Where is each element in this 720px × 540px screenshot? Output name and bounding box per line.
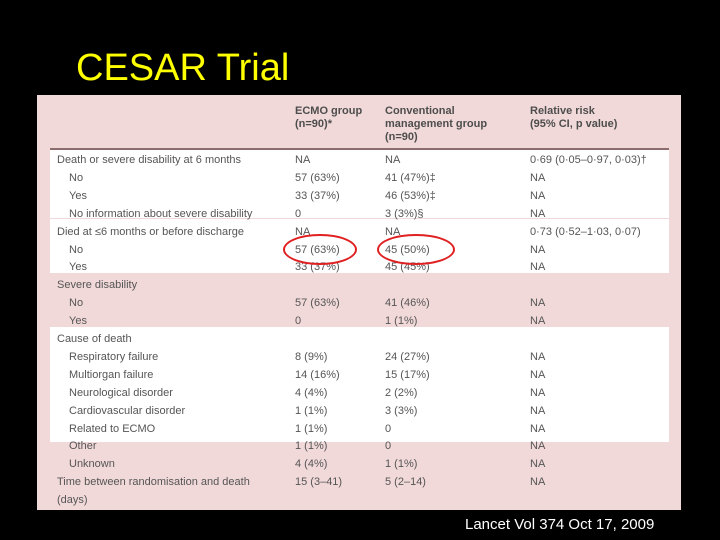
conventional-value: 1 (1%) (385, 315, 418, 328)
conventional-value: 2 (2%) (385, 386, 418, 399)
ecmo-value: 4 (4%) (295, 386, 328, 399)
row-label: (days) (57, 494, 88, 507)
table-row: Multiorgan failure 14 (16%) 15 (17%) NA (37, 366, 681, 384)
table-row: Related to ECMO 1 (1%) 0 NA (37, 420, 681, 438)
conventional-value: 15 (17%) (385, 368, 430, 381)
row-label: No (69, 297, 84, 310)
relative-risk-value: 0·69 (0·05–0·97, 0·03)† (530, 154, 647, 166)
relative-risk-value: NA (530, 207, 546, 220)
table-row: Respiratory failure 8 (9%) 24 (27%) NA (37, 348, 681, 366)
ecmo-value: 57 (63%) (295, 297, 340, 310)
header-rule (50, 148, 669, 150)
table-row: Yes 0 1 (1%) NA (37, 312, 681, 330)
conventional-value: 41 (46%) (385, 297, 430, 310)
ecmo-value: 8 (9%) (295, 350, 328, 363)
table-row: Neurological disorder 4 (4%) 2 (2%) NA (37, 384, 681, 402)
header-conventional-group: Conventional management group (n=90) (385, 105, 488, 143)
row-label: Time between randomisation and death (57, 476, 250, 489)
conventional-value: 1 (1%) (385, 458, 418, 471)
table-row: Cardiovascular disorder 1 (1%) 3 (3%) NA (37, 402, 681, 420)
relative-risk-value: 0·73 (0·52–1·03, 0·07) (530, 225, 641, 238)
row-label: Severe disability (57, 279, 138, 292)
relative-risk-value: NA (530, 315, 546, 328)
relative-risk-value: NA (530, 243, 546, 256)
ecmo-value: 1 (1%) (295, 422, 328, 435)
row-label: Yes (69, 261, 87, 274)
relative-risk-value: NA (530, 368, 546, 381)
row-label: Yes (69, 189, 87, 202)
relative-risk-value: NA (530, 386, 546, 399)
conventional-value: 24 (27%) (385, 350, 430, 363)
relative-risk-value: NA (530, 189, 546, 202)
conventional-value: NA (385, 225, 401, 238)
row-label: Yes (69, 315, 87, 328)
relative-risk-value: NA (530, 458, 546, 471)
relative-risk-value: NA (530, 422, 546, 435)
row-label: Related to ECMO (69, 422, 156, 435)
relative-risk-value: NA (530, 171, 546, 184)
conventional-value: 3 (3%)§ (385, 207, 424, 220)
row-label: No (69, 171, 84, 184)
ecmo-value: 0 (295, 315, 302, 328)
row-label: Cardiovascular disorder (69, 404, 186, 417)
table-stripe (50, 219, 669, 273)
row-label: No (69, 243, 84, 256)
highlight-oval-ecmo (283, 234, 357, 265)
row-label: Unknown (69, 458, 115, 471)
table-row: (days) (37, 491, 681, 509)
header-relative-risk: Relative risk (95% CI, p value) (530, 105, 618, 130)
table-row: No 57 (63%) 45 (50%) NA (37, 241, 681, 259)
table-row: Death or severe disability at 6 months NA… (37, 151, 681, 169)
relative-risk-value: NA (530, 350, 546, 363)
table-row: Other 1 (1%) 0 NA (37, 437, 681, 455)
table-stripe (50, 148, 669, 218)
relative-risk-value: NA (530, 404, 546, 417)
conventional-value: 5 (2–14) (385, 476, 426, 489)
table-row: No 57 (63%) 41 (47%)‡ NA (37, 169, 681, 187)
relative-risk-value: NA (530, 476, 546, 489)
ecmo-value: 0 (295, 207, 302, 220)
row-label: Other (69, 440, 97, 453)
ecmo-value: 1 (1%) (295, 404, 328, 417)
relative-risk-value: NA (530, 261, 546, 274)
conventional-value: 41 (47%)‡ (385, 171, 436, 184)
row-label: Died at ≤6 months or before discharge (57, 225, 245, 238)
conventional-value: 46 (53%)‡ (385, 189, 436, 202)
header-ecmo-group: ECMO group (n=90)* (295, 105, 363, 130)
ecmo-value: 1 (1%) (295, 440, 328, 453)
table-row: Yes 33 (37%) 46 (53%)‡ NA (37, 187, 681, 205)
table-row: Cause of death (37, 330, 681, 348)
table-row: No 57 (63%) 41 (46%) NA (37, 294, 681, 312)
relative-risk-value: NA (530, 297, 546, 310)
conventional-value: 0 (385, 440, 392, 453)
results-table-image: ECMO group (n=90)* Conventional manageme… (37, 95, 681, 510)
table-row: No information about severe disability 0 3… (37, 205, 681, 223)
conventional-value: NA (385, 154, 401, 166)
ecmo-value: 14 (16%) (295, 368, 340, 381)
table-row: Severe disability (37, 276, 681, 294)
row-label: Cause of death (57, 333, 132, 345)
row-label: Respiratory failure (69, 350, 159, 363)
row-label: No information about severe disability (69, 207, 253, 220)
ecmo-value: 57 (63%) (295, 171, 340, 184)
table-stripe (50, 327, 669, 442)
row-label: Neurological disorder (69, 386, 173, 399)
table-row: Died at ≤6 months or before discharge NA N… (37, 223, 681, 241)
conventional-value: 3 (3%) (385, 404, 418, 417)
highlight-oval-conventional (377, 234, 455, 265)
slide-title: CESAR Trial (76, 47, 290, 89)
relative-risk-value: NA (530, 440, 546, 453)
table-row: Unknown 4 (4%) 1 (1%) NA (37, 455, 681, 473)
ecmo-value: 33 (37%) (295, 189, 340, 202)
table-row: Time between randomisation and death 15 (… (37, 473, 681, 491)
row-label: Death or severe disability at 6 months (57, 154, 242, 166)
table-row: Yes 33 (37%) 45 (45%) NA (37, 258, 681, 276)
ecmo-value: 4 (4%) (295, 458, 328, 471)
row-label: Multiorgan failure (69, 368, 154, 381)
ecmo-value: NA (295, 154, 311, 166)
citation: Lancet Vol 374 Oct 17, 2009 (465, 516, 655, 533)
conventional-value: 0 (385, 422, 392, 435)
ecmo-value: 15 (3–41) (295, 476, 343, 489)
